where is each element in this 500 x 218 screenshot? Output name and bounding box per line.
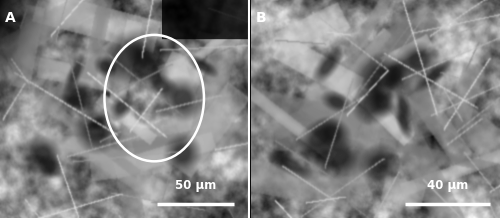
- Text: 50 μm: 50 μm: [174, 179, 216, 192]
- Text: A: A: [5, 11, 15, 25]
- Text: B: B: [256, 11, 266, 25]
- Text: 40 μm: 40 μm: [427, 179, 469, 192]
